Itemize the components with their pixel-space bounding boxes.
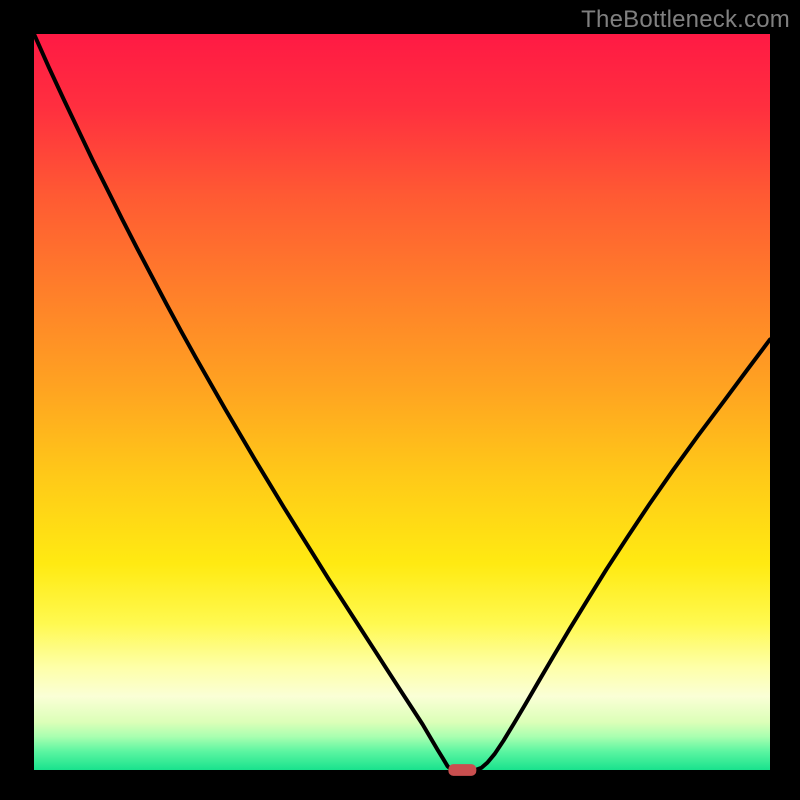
optimal-point-marker [448, 764, 476, 776]
watermark-text: TheBottleneck.com [581, 6, 790, 34]
bottleneck-chart [0, 0, 800, 800]
plot-area [34, 34, 770, 770]
chart-stage: TheBottleneck.com [0, 0, 800, 800]
